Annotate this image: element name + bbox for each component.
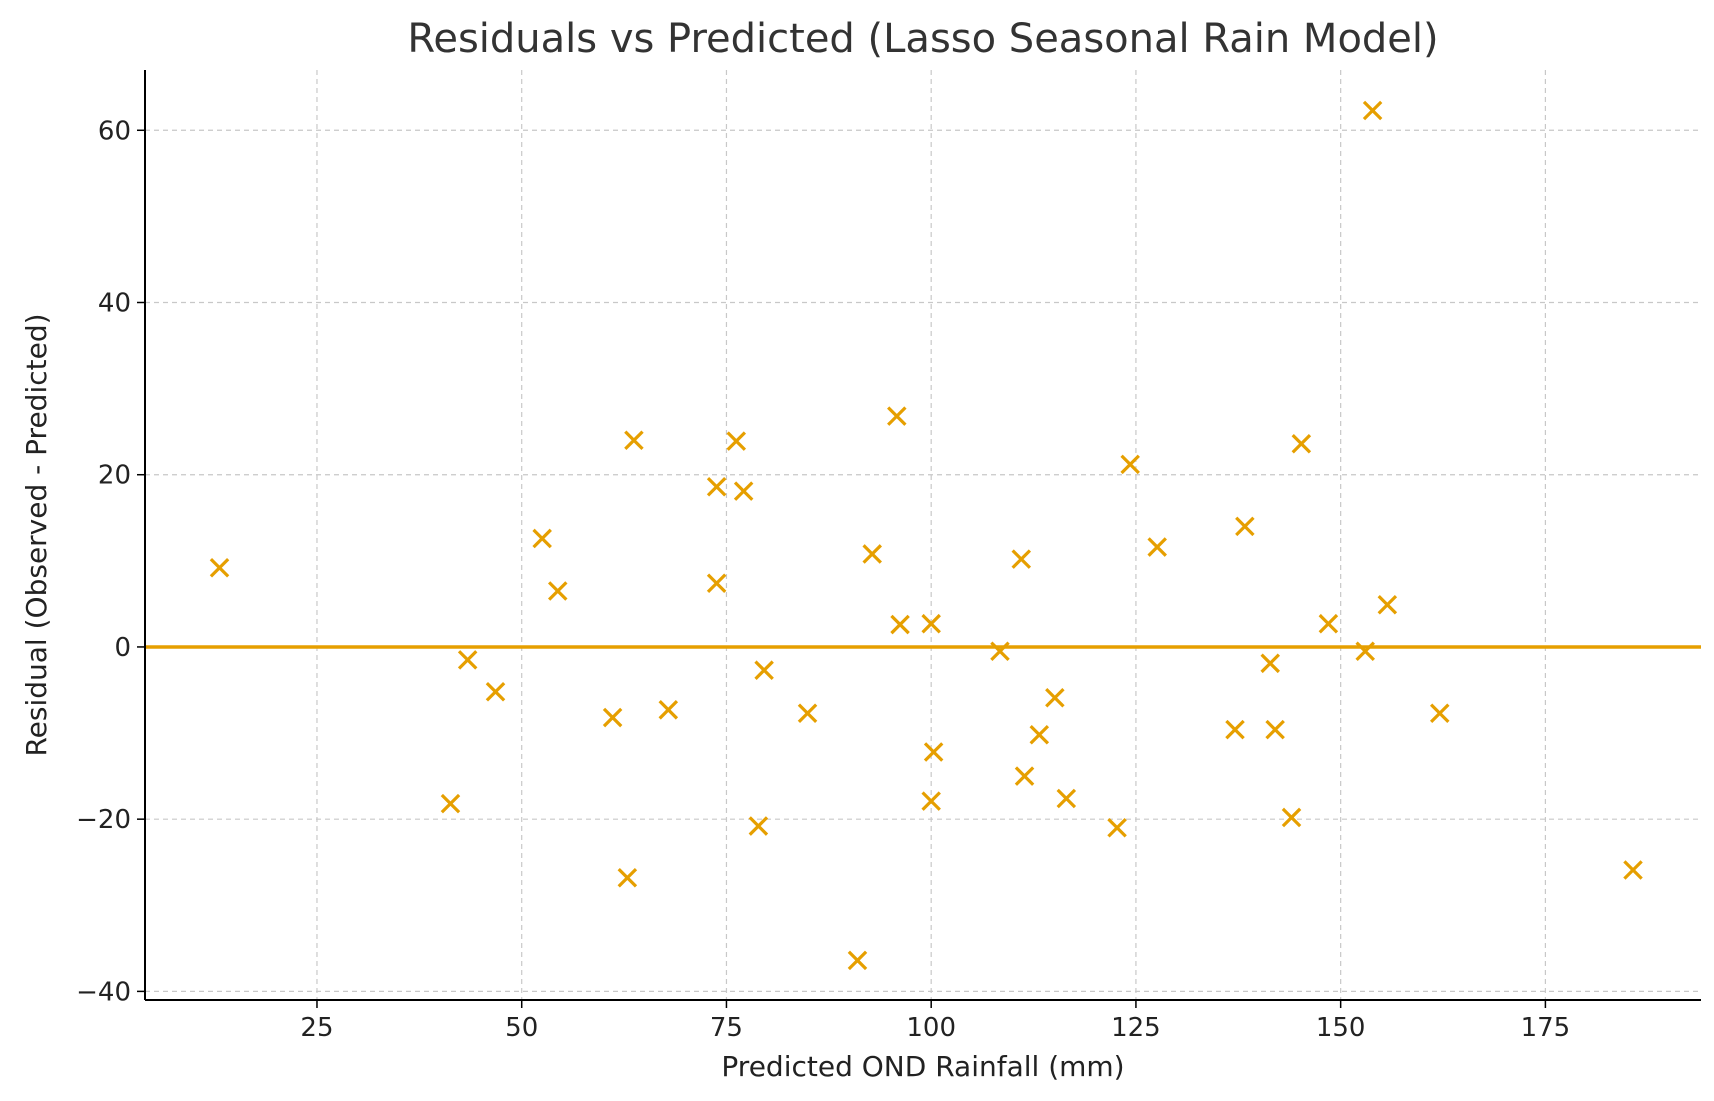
chart-title: Residuals vs Predicted (Lasso Seasonal R… (407, 16, 1438, 62)
ticks-layer: 25 50 75 100 125 150 175 −40 −20 0 20 40 60 (76, 116, 1570, 1043)
y-tick-label: −20 (76, 805, 131, 835)
data-point (1265, 719, 1285, 740)
data-point (602, 707, 623, 728)
data-point (485, 681, 506, 702)
data-point (457, 650, 478, 670)
data-point (1318, 613, 1339, 634)
data-point (1235, 516, 1255, 537)
y-tick-label: 0 (114, 633, 131, 663)
data-point (733, 481, 754, 501)
data-point (624, 430, 644, 451)
y-tick-label: 20 (98, 461, 131, 491)
y-axis-title: Residual (Observed - Predicted) (20, 313, 53, 756)
data-point (1147, 537, 1167, 557)
data-point (923, 742, 944, 762)
data-point (1623, 860, 1643, 880)
data-point (1429, 703, 1450, 724)
data-point (797, 703, 818, 724)
axes-layer (144, 70, 1701, 1001)
data-point (532, 528, 552, 549)
data-point (1120, 454, 1140, 475)
data-point (209, 557, 230, 578)
data-point (1225, 719, 1245, 740)
data-point (1355, 641, 1375, 662)
data-point (726, 431, 747, 451)
data-point (1260, 653, 1280, 674)
data-point (1011, 549, 1032, 569)
data-point (1107, 818, 1127, 838)
data-point (921, 791, 941, 811)
x-tick-label: 150 (1316, 1013, 1366, 1043)
data-point (1014, 766, 1035, 786)
x-tick-label: 25 (300, 1013, 333, 1043)
data-point (748, 816, 769, 836)
x-tick-label: 175 (1521, 1013, 1571, 1043)
data-point (1045, 687, 1065, 708)
x-tick-label: 100 (906, 1013, 956, 1043)
data-point (440, 793, 461, 814)
data-point (990, 641, 1010, 662)
data-point (887, 406, 907, 426)
data-point (847, 950, 868, 971)
data-point (706, 477, 727, 497)
y-tick-label: 40 (98, 289, 131, 319)
data-point (754, 660, 774, 680)
data-point (1056, 788, 1077, 809)
data-point (617, 867, 638, 888)
data-point (862, 544, 882, 564)
x-tick-label: 50 (505, 1013, 538, 1043)
data-point (547, 581, 568, 601)
y-tick-label: −40 (76, 977, 131, 1007)
data-point (890, 614, 910, 635)
data-point (1362, 100, 1383, 121)
x-axis-title: Predicted OND Rainfall (mm) (721, 1050, 1124, 1083)
data-point (1281, 807, 1302, 828)
x-tick-label: 125 (1111, 1013, 1161, 1043)
points-layer (209, 100, 1643, 971)
data-point (921, 613, 941, 634)
data-point (1377, 594, 1398, 615)
data-point (1029, 725, 1050, 745)
data-point (658, 700, 679, 720)
x-tick-label: 75 (710, 1013, 743, 1043)
data-point (706, 573, 727, 593)
y-tick-label: 60 (98, 116, 131, 146)
data-point (1291, 433, 1312, 454)
